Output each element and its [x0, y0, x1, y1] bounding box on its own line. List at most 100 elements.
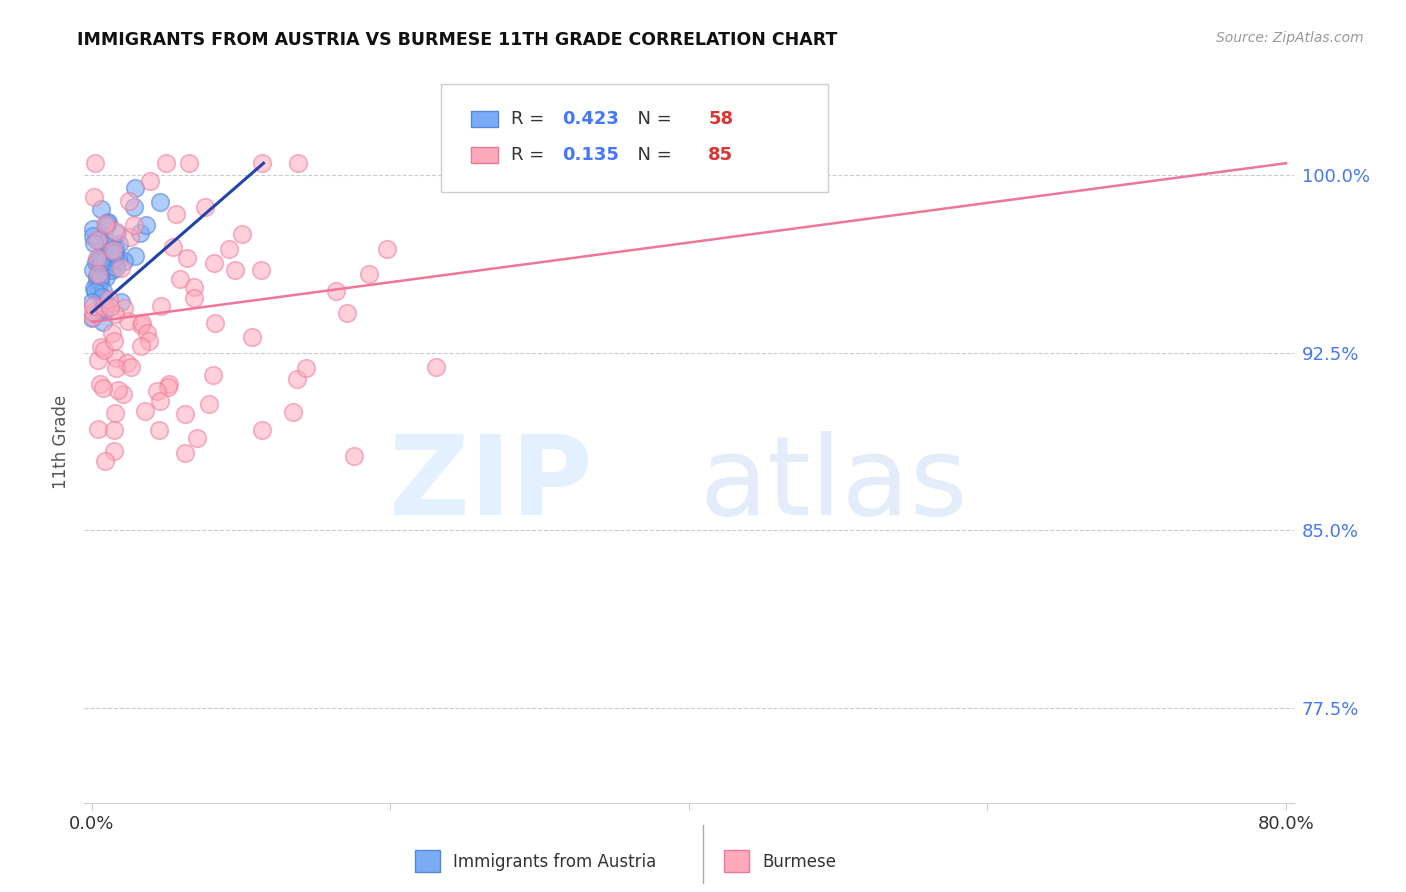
Point — [93, 343, 115, 358]
Point — [96, 215, 118, 229]
Point — [82, 300, 104, 314]
Point — [87, 282, 110, 296]
Text: atlas: atlas — [700, 432, 969, 539]
Text: 0.135: 0.135 — [562, 145, 619, 164]
Point — [139, 174, 162, 188]
Point — [86, 422, 108, 436]
Point — [86, 269, 108, 284]
Point — [89, 256, 111, 270]
Point — [103, 245, 125, 260]
Point — [110, 261, 132, 276]
Point — [155, 156, 177, 170]
Point — [87, 267, 110, 281]
Point — [124, 218, 146, 232]
Point — [91, 284, 114, 298]
Text: ZIP: ZIP — [389, 432, 592, 539]
Point — [94, 269, 117, 284]
Point — [112, 386, 135, 401]
Point — [89, 270, 111, 285]
Point — [135, 218, 157, 232]
Point — [83, 190, 105, 204]
Point — [84, 284, 107, 298]
Point — [101, 326, 124, 340]
Point — [91, 249, 114, 263]
Text: R =: R = — [512, 110, 550, 128]
Point — [179, 156, 201, 170]
Point — [250, 263, 273, 277]
Point — [183, 291, 205, 305]
Text: Burmese: Burmese — [762, 853, 837, 871]
Point — [193, 200, 215, 214]
Text: Immigrants from Austria: Immigrants from Austria — [453, 853, 657, 871]
Point — [86, 233, 108, 247]
Point — [105, 260, 128, 275]
Point — [112, 253, 135, 268]
Point — [98, 293, 121, 307]
Point — [128, 226, 150, 240]
Point — [89, 270, 111, 285]
Point — [162, 239, 184, 253]
Point — [84, 254, 107, 268]
Point — [357, 267, 380, 281]
Point — [82, 262, 104, 277]
Point — [120, 230, 142, 244]
Point — [83, 281, 105, 295]
Point — [90, 202, 112, 216]
Point — [105, 351, 128, 366]
Point — [83, 156, 105, 170]
Point — [97, 215, 120, 229]
Point — [94, 252, 117, 266]
Point — [204, 316, 226, 330]
Point — [218, 242, 240, 256]
Point — [93, 303, 115, 318]
Point — [82, 222, 104, 236]
Point — [107, 384, 129, 398]
Point — [103, 423, 125, 437]
Point — [169, 272, 191, 286]
Point — [84, 307, 107, 321]
Point — [104, 242, 127, 256]
Text: IMMIGRANTS FROM AUSTRIA VS BURMESE 11TH GRADE CORRELATION CHART: IMMIGRANTS FROM AUSTRIA VS BURMESE 11TH … — [77, 31, 838, 49]
Point — [93, 217, 115, 231]
Point — [89, 274, 111, 288]
Point — [91, 315, 114, 329]
Point — [156, 380, 179, 394]
Point — [82, 304, 104, 318]
Point — [91, 294, 114, 309]
Point — [157, 377, 180, 392]
Point — [90, 291, 112, 305]
Point — [134, 403, 156, 417]
Point — [294, 361, 316, 376]
Point — [136, 326, 159, 340]
Point — [131, 316, 153, 330]
Point — [131, 339, 153, 353]
Point — [287, 156, 309, 170]
Point — [285, 371, 308, 385]
Point — [93, 237, 115, 252]
Point — [80, 294, 103, 309]
Point — [82, 310, 104, 324]
Point — [93, 300, 115, 314]
Point — [103, 334, 125, 349]
Point — [124, 181, 146, 195]
Point — [86, 252, 108, 266]
FancyBboxPatch shape — [471, 111, 498, 127]
Point — [165, 207, 187, 221]
Text: N =: N = — [626, 110, 678, 128]
Point — [104, 224, 127, 238]
Point — [103, 444, 125, 458]
Point — [138, 334, 160, 348]
FancyBboxPatch shape — [471, 147, 498, 162]
Point — [87, 233, 110, 247]
Point — [336, 305, 359, 319]
Point — [231, 227, 253, 242]
Text: R =: R = — [512, 145, 550, 164]
Point — [89, 249, 111, 263]
Text: 58: 58 — [709, 110, 734, 128]
Point — [120, 359, 142, 374]
Point — [281, 405, 304, 419]
Point — [86, 274, 108, 288]
Point — [117, 314, 139, 328]
Point — [91, 381, 114, 395]
Point — [101, 243, 124, 257]
